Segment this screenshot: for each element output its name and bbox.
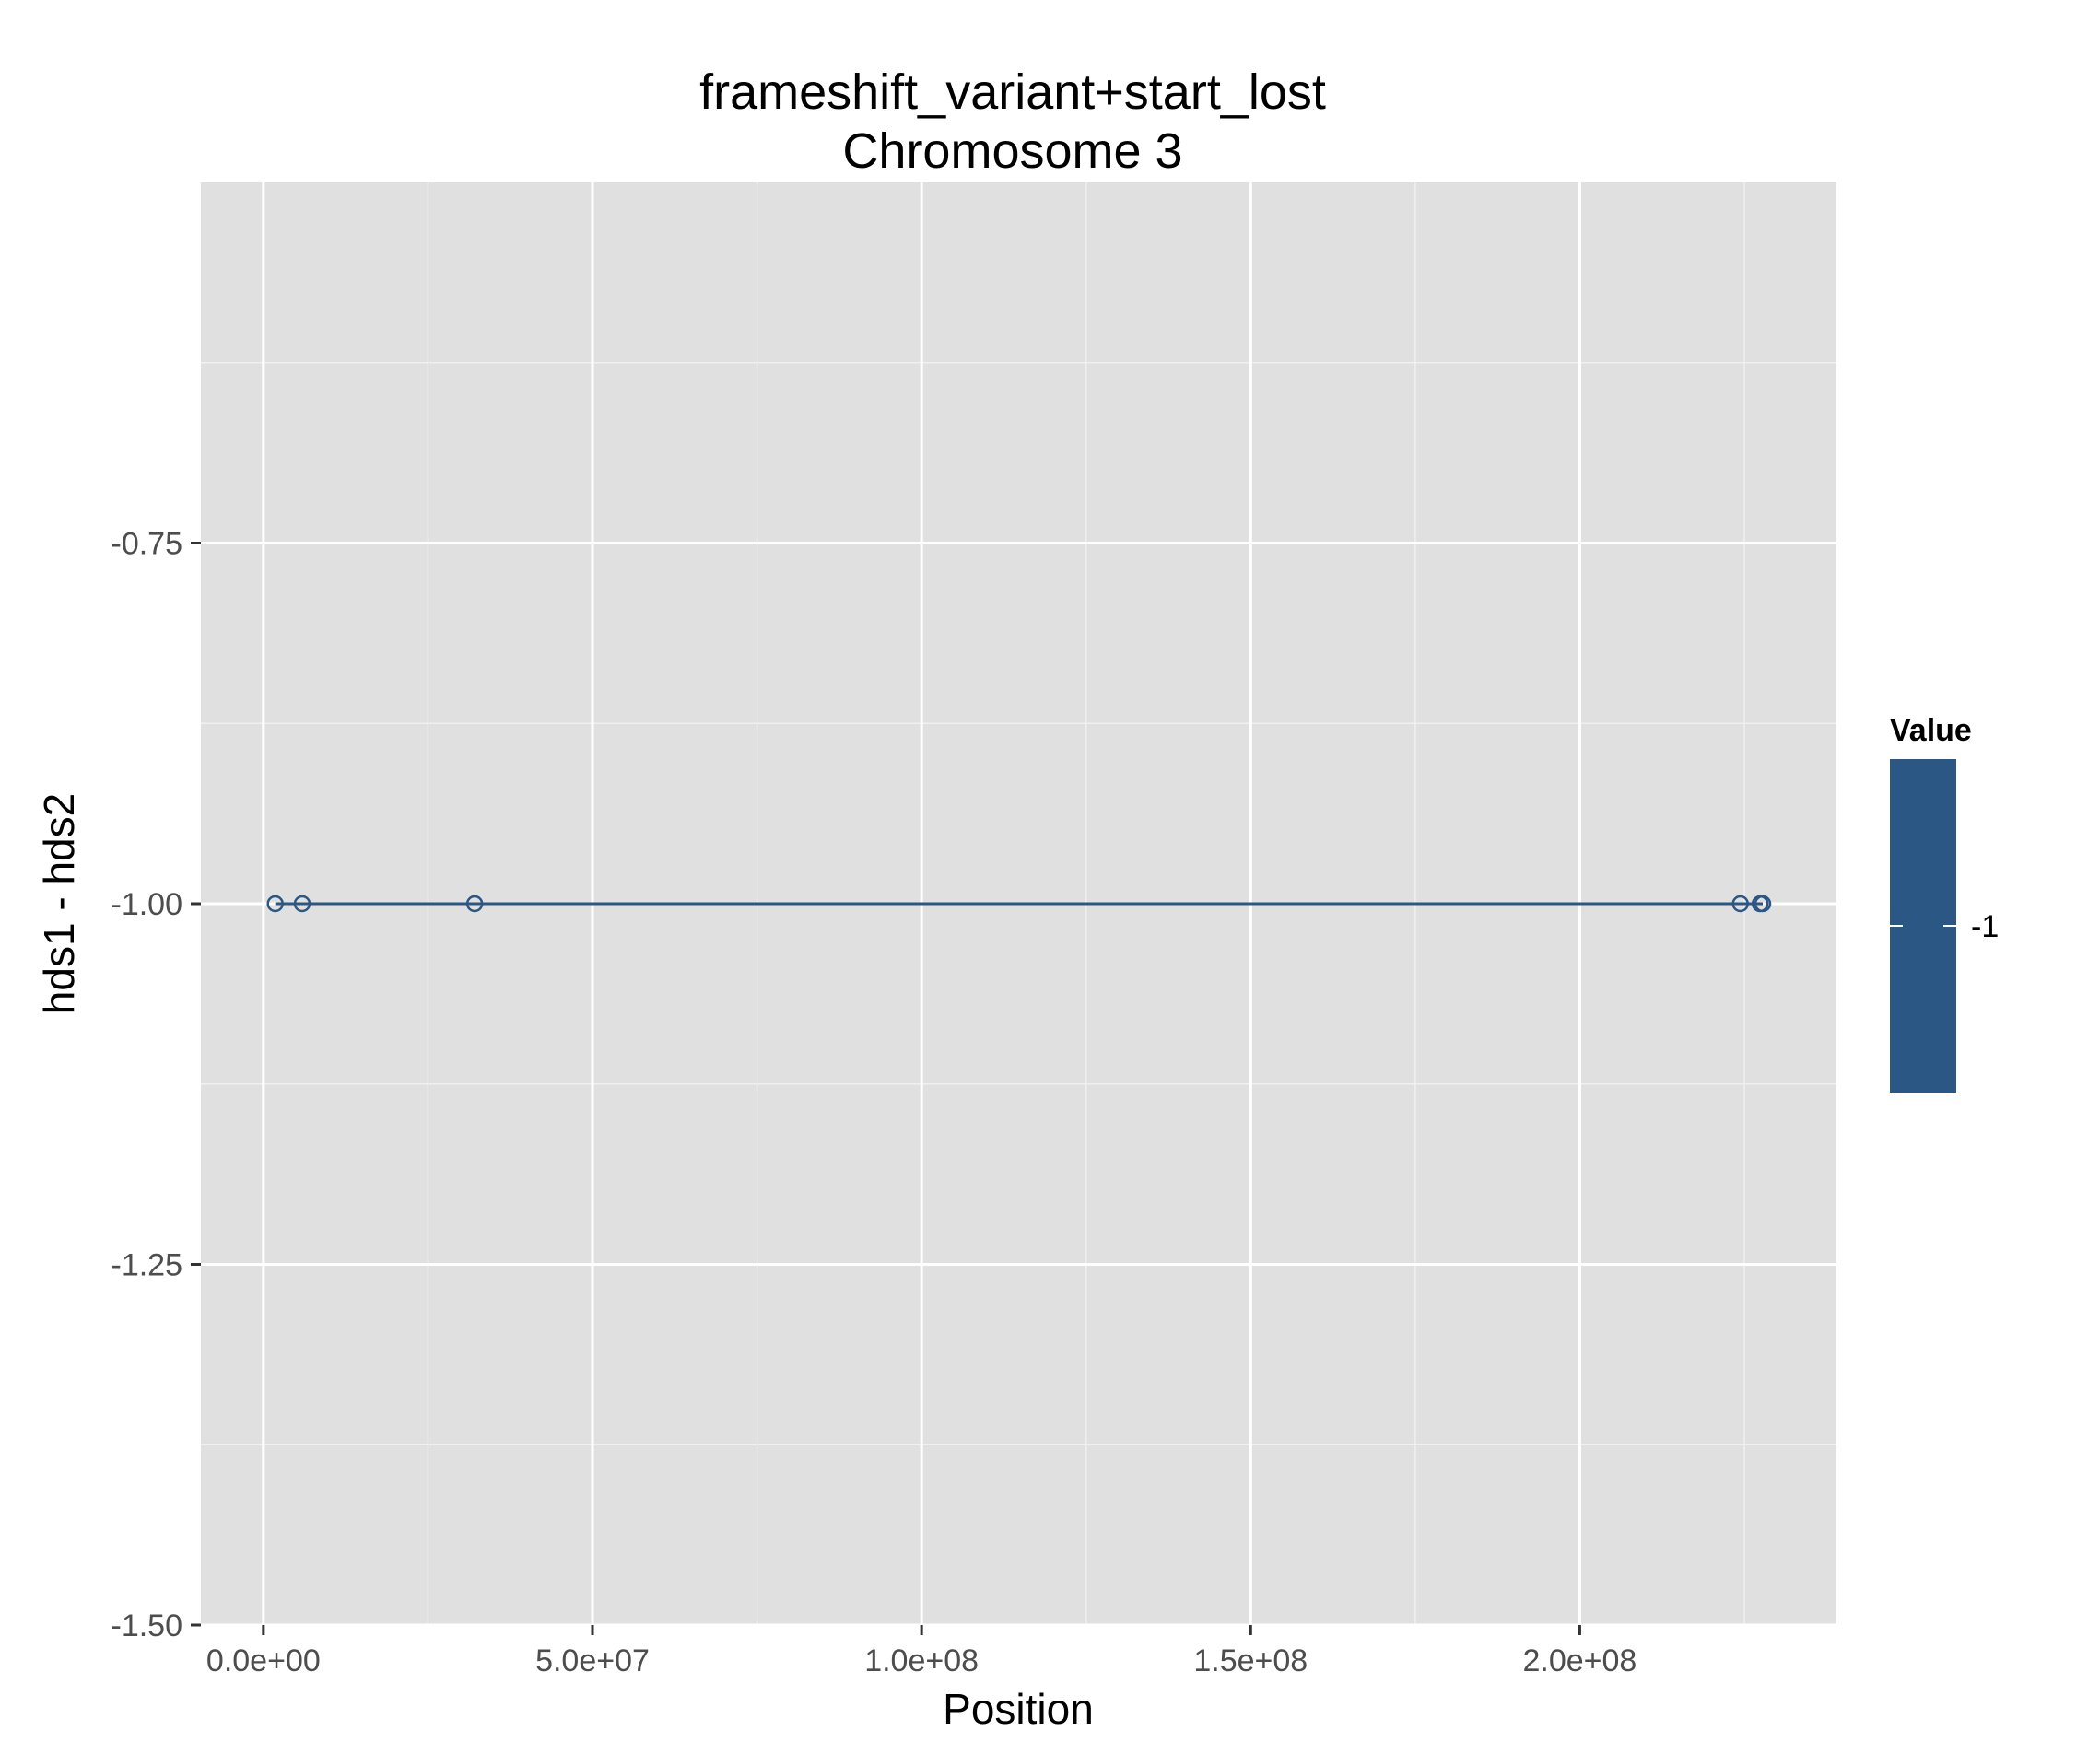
data-point — [293, 895, 311, 913]
chart-subtitle: Chromosome 3 — [842, 123, 1182, 179]
y-tick-label: -1.25 — [111, 1248, 183, 1283]
data-point — [465, 895, 484, 913]
data-point — [1754, 895, 1772, 913]
legend-title: Value — [1890, 713, 1972, 748]
y-tick-label: -1.50 — [111, 1608, 183, 1643]
x-axis-title: Position — [943, 1685, 1094, 1733]
legend: Value -1 — [1890, 713, 1999, 1093]
x-tick-label: 2.0e+08 — [1522, 1643, 1637, 1678]
chart-title: frameshift_variant+start_lost — [699, 64, 1326, 120]
x-tick-label: 1.0e+08 — [864, 1643, 979, 1678]
x-tick-label: 1.5e+08 — [1193, 1643, 1308, 1678]
x-tick-label: 0.0e+00 — [206, 1643, 321, 1678]
y-tick-label: -1.00 — [111, 887, 183, 922]
legend-label: -1 — [1971, 909, 1999, 944]
y-axis-title: hds1 - hds2 — [35, 793, 83, 1014]
axis-ticks: 0.0e+00 5.0e+07 1.0e+08 1.5e+08 2.0e+08 -0.75… — [111, 527, 1637, 1679]
x-tick-label: 5.0e+07 — [535, 1643, 650, 1678]
data-series — [266, 895, 1772, 913]
data-point — [266, 895, 284, 913]
data-point — [1731, 895, 1749, 913]
y-tick-label: -0.75 — [111, 527, 183, 562]
